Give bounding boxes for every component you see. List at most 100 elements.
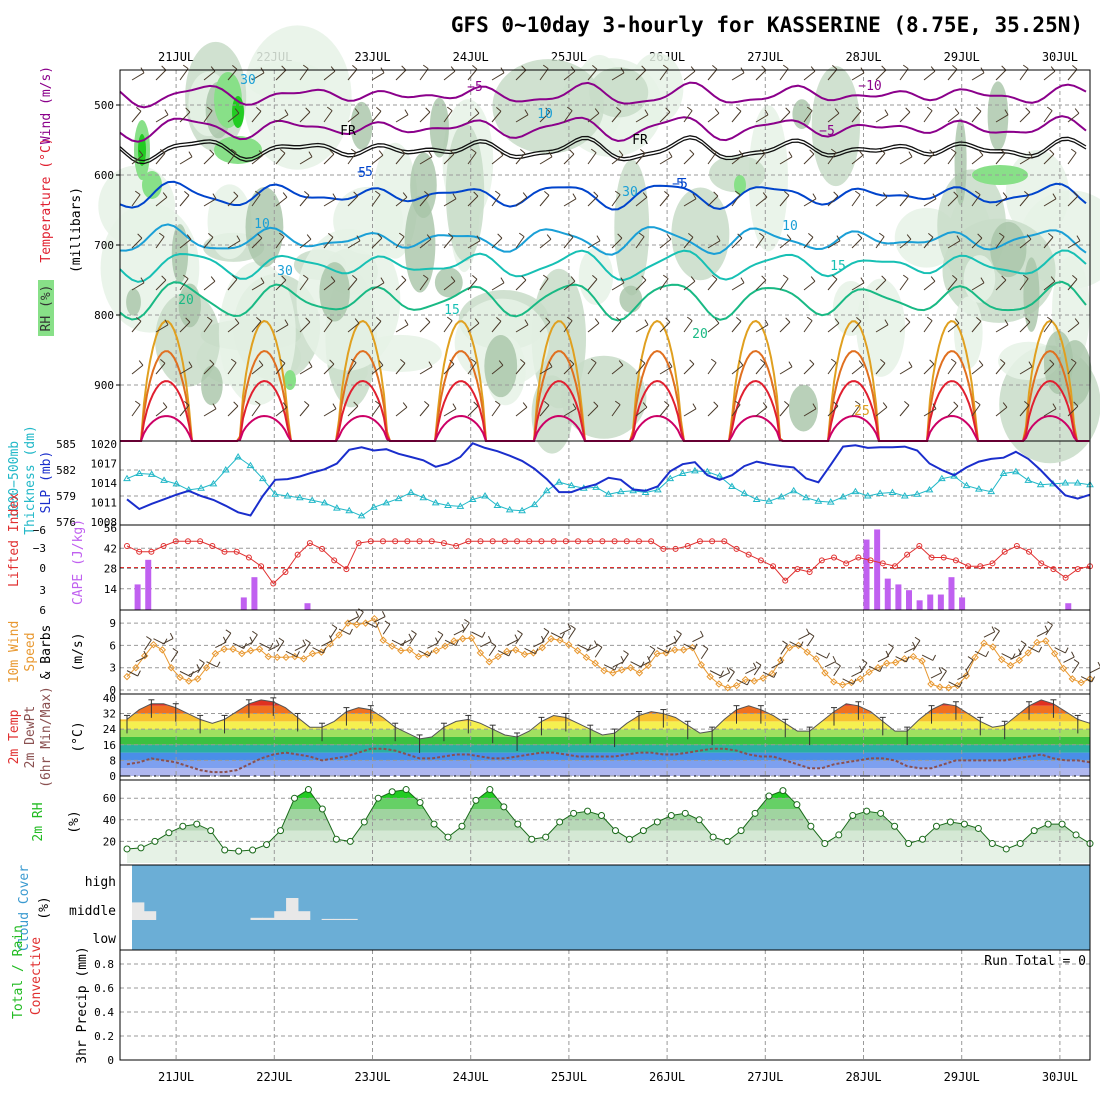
wind-barb <box>515 236 525 249</box>
wind-barb <box>347 195 359 207</box>
wind-barb <box>559 628 571 635</box>
lifted-index-point <box>172 538 179 545</box>
lifted-index-point <box>465 538 472 545</box>
wind-speed-point <box>891 658 900 667</box>
wind-speed-point <box>1068 675 1077 683</box>
wind-barb <box>131 110 142 123</box>
wind-barb <box>467 112 480 123</box>
wind-barb <box>323 320 333 333</box>
wind-barb <box>299 68 309 81</box>
wind-barb <box>995 114 1009 123</box>
wind-barb <box>1019 404 1030 417</box>
date-axes: 21JUL21JUL22JUL22JUL23JUL23JUL24JUL24JUL… <box>158 50 1078 1084</box>
wind-barb <box>347 616 359 623</box>
date-top-label: 24JUL <box>453 50 489 64</box>
wind-barb <box>419 278 429 291</box>
thickness-point <box>863 492 872 499</box>
thickness-point <box>407 488 415 496</box>
contour-label: −5 <box>467 80 483 95</box>
wind-barb <box>395 236 405 249</box>
thickness-point <box>468 495 477 502</box>
wind-speed-point <box>414 652 423 661</box>
tick-label: 800 <box>94 309 114 322</box>
date-top-label: 29JUL <box>944 50 980 64</box>
wind-barb <box>923 110 933 123</box>
lifted-index-point <box>453 542 460 549</box>
lifted-index-point <box>709 538 716 545</box>
wind-barb <box>131 364 144 375</box>
wind-tick: 3 <box>109 662 116 675</box>
wind-barb <box>635 114 649 123</box>
lifted-index-point <box>965 563 972 570</box>
wind-barb <box>197 662 205 674</box>
lifted-index-point <box>477 538 484 545</box>
lifted-index-point <box>367 538 374 545</box>
wind-barb <box>1043 280 1056 291</box>
rh-point <box>193 820 201 828</box>
wind-barb <box>539 68 549 81</box>
wind-barb <box>203 408 217 417</box>
lifted-index-point <box>623 538 630 545</box>
wind-barb <box>347 322 360 333</box>
wind-barb <box>587 152 597 165</box>
rh-shade <box>990 221 1027 278</box>
wind-barb <box>491 404 501 417</box>
temp-tick: 24 <box>103 723 117 736</box>
wind-barb <box>515 114 529 123</box>
precip-convective-label: Convective <box>29 937 44 1015</box>
rh-point <box>1030 827 1038 835</box>
rh-point <box>681 809 689 817</box>
wind-barb <box>587 68 598 81</box>
rh-point <box>695 816 703 824</box>
li-axis-label: Lifted Index <box>7 493 22 587</box>
wind-barb <box>299 404 310 417</box>
rh-shade <box>578 247 614 305</box>
wind-barb <box>875 69 887 81</box>
wind-barb <box>707 195 719 207</box>
wind-barb <box>780 644 788 655</box>
wind-barb <box>539 238 552 249</box>
wind-barb <box>803 198 817 207</box>
wind-barb <box>683 198 697 207</box>
temp-band <box>120 736 1090 745</box>
thickness-point <box>295 493 304 501</box>
wind-barb <box>921 654 934 661</box>
wind-barb <box>656 647 669 654</box>
wind-barb <box>995 279 1007 291</box>
wind-barb <box>563 153 575 165</box>
wind-barb <box>755 69 767 81</box>
middle-cloud-bar <box>250 917 263 920</box>
wind-barb <box>382 623 391 635</box>
wind-barb <box>659 156 673 165</box>
wind-barb <box>444 639 457 646</box>
wind-barb <box>611 320 622 333</box>
cape-tick: 56 <box>104 522 117 535</box>
wind-barb <box>1019 278 1029 291</box>
date-bottom-label: 25JUL <box>551 1070 587 1084</box>
rh-point <box>765 792 773 800</box>
rh-axis-label: 2m RH <box>31 802 46 841</box>
lifted-index-point <box>782 577 789 584</box>
thickness-point <box>1061 479 1070 486</box>
lifted-index-point <box>294 551 301 558</box>
chart-title: GFS 0~10day 3-hourly for KASSERINE (8.75… <box>451 13 1083 37</box>
wind-barb <box>467 152 477 165</box>
wind-barb <box>731 72 745 81</box>
temperature-panel: 40 32 24 16 8 0 2m Temp 2m DewPt (6hr Min/Max) (°… <box>7 686 1091 788</box>
rh-point <box>807 822 815 830</box>
lifted-index-point <box>952 557 959 564</box>
wind-barb <box>299 321 311 333</box>
thickness-point <box>789 486 798 494</box>
wind-speed-point <box>494 652 502 661</box>
thickness-point <box>1024 476 1033 483</box>
wind-tick: 6 <box>109 639 116 652</box>
wind-barb <box>587 362 597 375</box>
wind-barb <box>875 196 888 207</box>
wind-barb <box>1019 111 1031 123</box>
wind-speed-point <box>1015 656 1024 664</box>
cape-bar <box>895 584 902 610</box>
slp-axis-label: SLP (mb) <box>39 451 54 514</box>
rh-point <box>988 840 996 848</box>
slp-line <box>126 442 1091 517</box>
